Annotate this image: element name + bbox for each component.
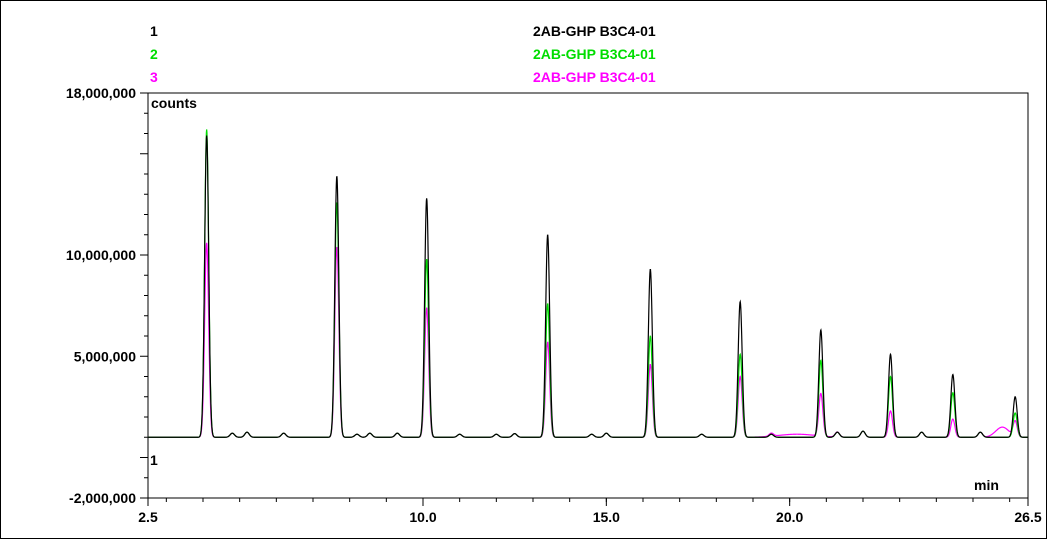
x-tick-label: 15.0 xyxy=(593,509,620,525)
x-tick-label: 26.5 xyxy=(1014,509,1041,525)
y-tick-label: 10,000,000 xyxy=(66,247,136,263)
x-axis-unit-label: min xyxy=(974,477,999,493)
x-tick-label: 2.5 xyxy=(138,509,158,525)
y-tick-label: 5,000,000 xyxy=(74,348,136,364)
legend-index-1: 1 xyxy=(150,23,158,39)
legend-name-1: 2AB-GHP B3C4-01 xyxy=(533,23,656,39)
y-tick-label: 18,000,000 xyxy=(66,85,136,101)
y-tick-label: -2,000,000 xyxy=(69,490,136,506)
x-tick-label: 20.0 xyxy=(776,509,803,525)
baseline-marker: 1 xyxy=(150,452,158,468)
series-line-1 xyxy=(148,135,1028,438)
legend-name-2: 2AB-GHP B3C4-01 xyxy=(533,46,656,62)
series-line-3 xyxy=(148,242,1028,438)
legend-index-3: 3 xyxy=(150,69,158,85)
x-tick-label: 10.0 xyxy=(409,509,436,525)
axis-ticks: -2,000,000 5,000,000 10,000,000 18,000,000 2… xyxy=(66,85,1042,525)
legend-index-2: 2 xyxy=(150,46,158,62)
legend-name-3: 2AB-GHP B3C4-01 xyxy=(533,69,656,85)
series-lines xyxy=(148,129,1028,438)
series-line-2 xyxy=(148,129,1028,438)
y-axis-unit-label: counts xyxy=(151,95,197,111)
legend: 1 2AB-GHP B3C4-01 2 2AB-GHP B3C4-01 3 2A… xyxy=(150,23,656,85)
